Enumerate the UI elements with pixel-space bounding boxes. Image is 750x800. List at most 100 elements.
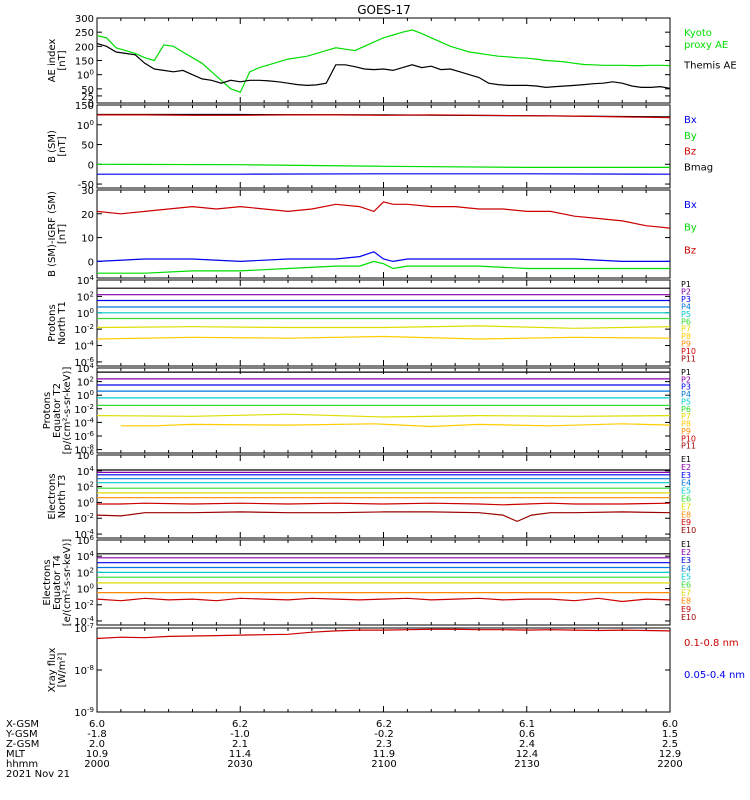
channel-label: P8 bbox=[681, 420, 691, 429]
y-tick-label: 102 bbox=[77, 481, 94, 494]
channel-label: E2 bbox=[681, 463, 691, 472]
footer-value: 2.4 bbox=[519, 739, 535, 750]
legend-label: 0.05-0.4 nm bbox=[684, 670, 745, 681]
footer-value: 2.3 bbox=[376, 739, 392, 750]
channel-label: P11 bbox=[681, 442, 696, 451]
series-line-p8 bbox=[97, 335, 670, 340]
y-tick-label: 100 bbox=[77, 119, 94, 132]
series-line-p8 bbox=[120, 423, 670, 428]
y-tick-label: 10-2 bbox=[74, 323, 94, 336]
channel-label: E2 bbox=[681, 548, 691, 557]
footer-value: 2130 bbox=[514, 759, 539, 770]
channel-label: E3 bbox=[681, 556, 691, 565]
channel-label: E4 bbox=[681, 479, 691, 488]
channel-label: E6 bbox=[681, 581, 691, 590]
channel-label: P9 bbox=[681, 340, 691, 349]
panel-frame bbox=[96, 279, 671, 367]
series-line-0-1-0-8-nm bbox=[97, 628, 670, 640]
channel-label: E10 bbox=[681, 526, 696, 535]
y-axis-label: [W/m²] bbox=[57, 652, 68, 687]
y-axis-label: [nT] bbox=[57, 224, 68, 244]
y-axis-label: [p/(cm²-s-sr-keV)] bbox=[62, 367, 73, 455]
y-axis-label: B (SM)-IGRF (SM) bbox=[47, 191, 58, 277]
y-tick-label: 20 bbox=[81, 210, 94, 221]
y-axis-label: Xray flux bbox=[47, 648, 58, 693]
y-tick-label: 10-4 bbox=[74, 416, 94, 429]
panel-bigrf: 0 10 20 30 B (SM)-IGRF (SM) [nT] Bx By Bz bbox=[47, 186, 697, 279]
y-tick-label: 200 bbox=[75, 42, 94, 53]
channel-label: P7 bbox=[681, 325, 691, 334]
series-line-bz bbox=[97, 114, 670, 119]
y-tick-label: 50 bbox=[81, 85, 94, 96]
channel-label: P6 bbox=[681, 405, 691, 414]
y-tick-label: 10-7 bbox=[74, 622, 94, 635]
y-tick-label: 100 bbox=[77, 496, 94, 509]
footer-value: 6.0 bbox=[89, 719, 105, 730]
legend-label: Bz bbox=[684, 147, 696, 158]
series-line-kyoto-proxy-ae bbox=[97, 29, 670, 93]
series-line-themis-ae bbox=[97, 42, 670, 89]
footer-ephemeris: X-GSM 6.0 6.2 6.2 6.1 6.0 Y-GSM -1.8 -1.0 -0.2 0.6… bbox=[5, 719, 683, 780]
series-line-e10 bbox=[97, 511, 670, 523]
footer-value: 2030 bbox=[227, 759, 252, 770]
footer-row-label: X-GSM bbox=[6, 719, 39, 730]
legend-label: Themis AE bbox=[683, 61, 737, 72]
y-tick-label: 10-9 bbox=[74, 706, 94, 719]
channel-label: P10 bbox=[681, 434, 696, 443]
channel-label: E1 bbox=[681, 540, 691, 549]
channel-label: E5 bbox=[681, 487, 691, 496]
y-tick-label: 104 bbox=[77, 465, 95, 478]
y-axis-label: North T1 bbox=[57, 301, 68, 345]
footer-value: 2000 bbox=[84, 759, 109, 770]
channel-label: P7 bbox=[681, 412, 691, 421]
channel-label: E8 bbox=[681, 597, 691, 606]
channel-label: P10 bbox=[681, 347, 696, 356]
footer-date: 2021 Nov 21 bbox=[6, 769, 70, 780]
y-axis-label: Protons bbox=[47, 304, 58, 341]
y-tick-label: 100 bbox=[77, 69, 94, 82]
y-axis-label: AE index bbox=[47, 39, 58, 83]
channel-label: P3 bbox=[681, 295, 691, 304]
legend-label: Bmag bbox=[684, 162, 713, 173]
y-axis-label: Protons bbox=[42, 392, 53, 429]
channel-label: P9 bbox=[681, 427, 691, 436]
y-axis-label: Equator T2 bbox=[52, 383, 63, 438]
y-tick-label: 10-2 bbox=[74, 512, 94, 525]
y-tick-label: 100 bbox=[77, 389, 94, 402]
y-tick-label: 300 bbox=[75, 14, 94, 25]
y-tick-label: 150 bbox=[75, 57, 94, 68]
y-tick-label: 10-6 bbox=[74, 430, 94, 443]
footer-value: 2.1 bbox=[232, 739, 248, 750]
channel-label: P2 bbox=[681, 287, 691, 296]
legend-label: Kyoto bbox=[684, 28, 712, 39]
footer-value: 6.2 bbox=[376, 719, 392, 730]
y-tick-label: 100 bbox=[77, 307, 94, 320]
channel-label: P2 bbox=[681, 375, 691, 384]
y-tick-label: 10-2 bbox=[74, 403, 94, 416]
y-tick-label: 102 bbox=[77, 376, 94, 389]
panel-frame bbox=[96, 454, 671, 539]
y-tick-label: 30 bbox=[81, 186, 94, 197]
y-tick-label: 102 bbox=[77, 566, 94, 579]
channel-label: P4 bbox=[681, 302, 691, 311]
footer-value: 2.5 bbox=[662, 739, 678, 750]
y-tick-label: 250 bbox=[75, 28, 94, 39]
channel-label: P5 bbox=[681, 310, 691, 319]
y-tick-label: 100 bbox=[77, 583, 94, 596]
y-tick-label: 104 bbox=[77, 362, 95, 375]
channel-label: P8 bbox=[681, 332, 691, 341]
y-tick-label: 0 bbox=[88, 99, 94, 110]
y-tick-label: 10-2 bbox=[74, 599, 94, 612]
channel-label: E4 bbox=[681, 564, 691, 573]
footer-value: 0.6 bbox=[519, 729, 535, 740]
y-axis-label: Equator T4 bbox=[52, 555, 63, 610]
y-axis-label: [nT] bbox=[57, 50, 68, 70]
channel-label: P11 bbox=[681, 355, 696, 364]
footer-value: 12.9 bbox=[659, 749, 681, 760]
legend-label: By bbox=[684, 131, 697, 142]
legend-label: By bbox=[684, 223, 697, 234]
y-tick-label: 106 bbox=[77, 449, 95, 462]
